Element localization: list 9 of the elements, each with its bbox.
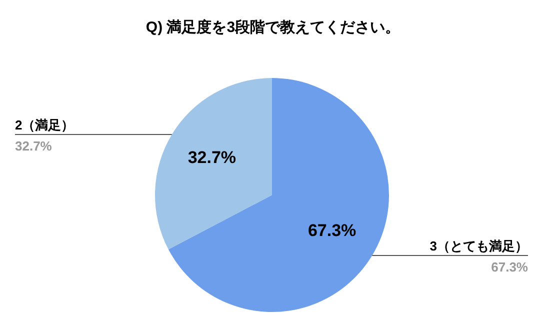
slice-label: 2（満足） (15, 117, 74, 132)
data-label: 32.7% (188, 148, 236, 168)
text: 32.7% (15, 138, 52, 154)
slice-label: 3（とても満足） (430, 238, 528, 254)
data-label: 67.3% (308, 220, 356, 240)
chart-title: Q) 満足度を3段階で教えてください。 (146, 18, 400, 36)
pie-slice (155, 78, 272, 250)
pie-slice (168, 78, 389, 312)
text: 67.3% (491, 260, 528, 275)
